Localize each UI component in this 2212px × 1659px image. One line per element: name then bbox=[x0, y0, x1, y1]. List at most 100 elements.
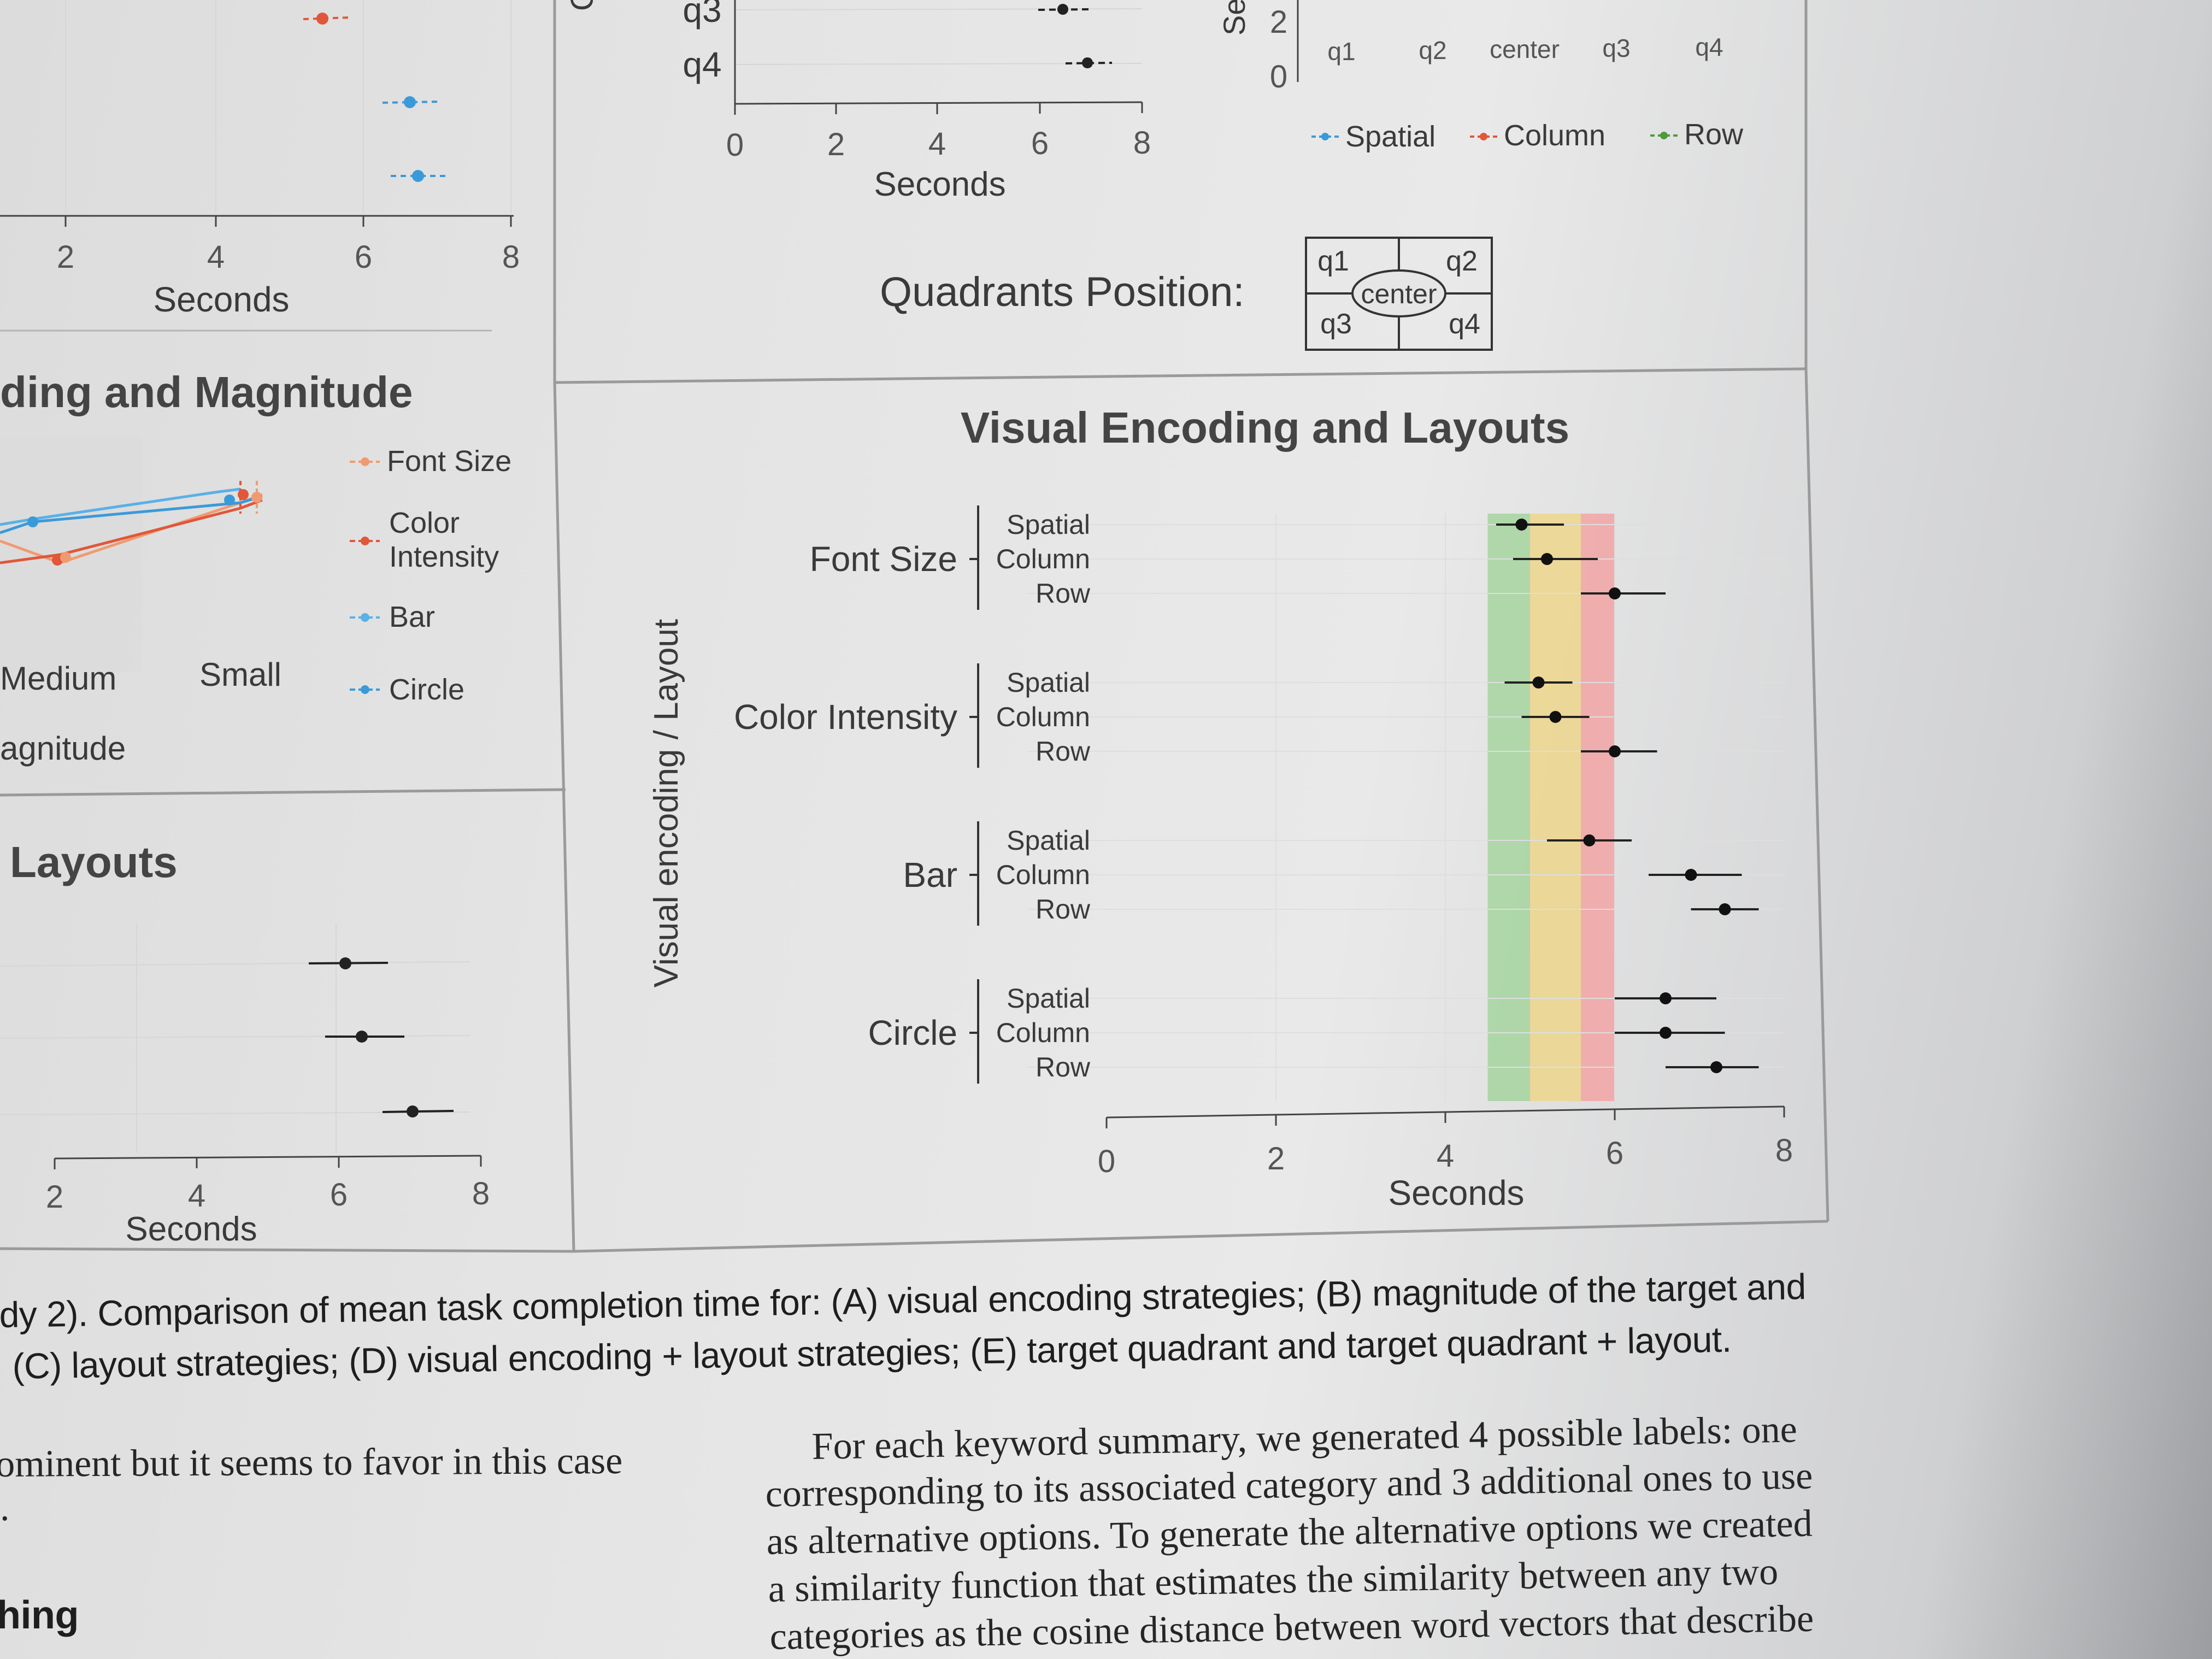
chart-layout-label: Column bbox=[996, 860, 1090, 890]
panel-e-legend-row: Row bbox=[1684, 118, 1744, 151]
chart-layout-label: Row bbox=[1036, 578, 1091, 609]
panel-e-right-x-q1: q1 bbox=[1327, 37, 1355, 66]
left-column-heading: hing bbox=[0, 1593, 79, 1637]
panel-a-gridlines bbox=[65, 0, 511, 213]
chart-band-3 bbox=[1581, 514, 1615, 1101]
chart-visual-encoding-and-layouts: Visual Encoding and Layouts 0 2 4 6 8 Font S… bbox=[648, 403, 1793, 1213]
panel-b-points bbox=[27, 481, 262, 566]
chart-bands bbox=[1487, 514, 1615, 1101]
chart-layout-label: Column bbox=[996, 702, 1090, 732]
panel-e-right-x-q2: q2 bbox=[1419, 36, 1446, 64]
chart-group-brackets bbox=[969, 505, 979, 1084]
panel-e-right-y-tick-0: 0 bbox=[1270, 59, 1287, 95]
left-column-line-2: . bbox=[0, 1487, 10, 1529]
panel-b-legend: Font Size Color Intensity Bar Circle bbox=[350, 445, 511, 706]
chart-x-label: Seconds bbox=[1388, 1173, 1524, 1213]
panel-c-tick-6: 6 bbox=[330, 1177, 348, 1213]
chart-point bbox=[1609, 587, 1621, 599]
panel-e-points bbox=[1038, 4, 1113, 68]
chart-point bbox=[1583, 834, 1596, 846]
chart-group-label: Color Intensity bbox=[734, 697, 957, 737]
chart-x-tick-label: 8 bbox=[1775, 1133, 1793, 1168]
panel-e-right-x-q3: q3 bbox=[1602, 34, 1630, 62]
chart-layout-label: Column bbox=[996, 544, 1090, 574]
chart-point bbox=[1660, 1027, 1672, 1039]
chart-group-label: Font Size bbox=[810, 539, 957, 579]
chart-layout-label: Row bbox=[1036, 894, 1091, 925]
panel-a-ticks bbox=[64, 216, 512, 227]
panel-e-tick-8: 8 bbox=[1133, 125, 1151, 161]
panel-a-tick-8: 8 bbox=[502, 239, 520, 275]
chart-x-axis: 0 2 4 6 8 bbox=[1098, 1105, 1793, 1179]
chart-labels: Font Size Spatial Column Row Color Intensity… bbox=[734, 509, 1091, 1083]
panel-c-gridlines bbox=[0, 923, 470, 1153]
panel-e-category-q3: q3 bbox=[683, 0, 721, 30]
chart-point bbox=[1719, 903, 1731, 915]
panel-c-points bbox=[308, 957, 454, 1117]
panel-b-legend-circle: Circle bbox=[389, 673, 464, 706]
chart-group-label: Circle bbox=[868, 1013, 957, 1052]
chart-point bbox=[1609, 745, 1621, 757]
panel-e-ticks bbox=[734, 102, 1143, 115]
chart-layout-label: Spatial bbox=[1007, 509, 1090, 540]
quadrant-q2: q2 bbox=[1446, 245, 1478, 277]
chart-point bbox=[1532, 676, 1545, 689]
chart-band-1 bbox=[1487, 514, 1530, 1101]
panel-a-tick-6: 6 bbox=[355, 239, 372, 275]
panel-e-tick-6: 6 bbox=[1031, 126, 1049, 161]
chart-point bbox=[1515, 519, 1528, 531]
panel-e-tick-0: 0 bbox=[726, 127, 744, 163]
panel-e-y-label-fragment: Q bbox=[564, 0, 600, 11]
panel-b-title: ding and Magnitude bbox=[0, 368, 413, 416]
quadrants-diagram bbox=[1305, 237, 1493, 351]
panel-e-right-y-label-fragment: Se bbox=[1217, 0, 1251, 36]
panel-b-legend-intensity-word: Intensity bbox=[389, 540, 499, 573]
panel-a-points bbox=[303, 13, 448, 182]
panel-e-right-x-center: center bbox=[1490, 35, 1560, 63]
chart-point bbox=[1710, 1061, 1722, 1073]
quadrant-q4: q4 bbox=[1449, 308, 1480, 340]
panel-c-x-title: Seconds bbox=[125, 1210, 257, 1248]
chart-x-tick-label: 0 bbox=[1098, 1144, 1115, 1179]
panel-e-right-x-q4: q4 bbox=[1695, 33, 1723, 61]
chart-x-tick-label: 4 bbox=[1437, 1138, 1454, 1174]
panel-b-legend-color-word: Color bbox=[389, 507, 460, 539]
panel-e-tick-4: 4 bbox=[928, 126, 946, 162]
chart-point bbox=[1541, 553, 1553, 565]
panel-b-legend-font-size: Font Size bbox=[387, 445, 511, 478]
panel-frames bbox=[0, 0, 1829, 1253]
panel-c-title: Layouts bbox=[10, 838, 178, 886]
panel-e-gridlines bbox=[734, 8, 1143, 65]
chart-title: Visual Encoding and Layouts bbox=[961, 403, 1569, 452]
chart-points bbox=[1496, 519, 1759, 1073]
panel-b-lines bbox=[0, 487, 263, 564]
panel-e-x-title: Seconds bbox=[874, 166, 1005, 203]
panel-b-plot-area bbox=[0, 437, 142, 672]
chart-layout-label: Spatial bbox=[1007, 983, 1090, 1014]
panel-c-tick-2: 2 bbox=[46, 1179, 63, 1215]
panel-b-legend-bar: Bar bbox=[389, 601, 435, 633]
chart-point bbox=[1660, 992, 1672, 1004]
panel-e-legend-column: Column bbox=[1504, 119, 1605, 152]
panel-e-tick-2: 2 bbox=[827, 127, 845, 162]
panel-b-category-medium: Medium bbox=[0, 660, 116, 697]
panel-e-category-q4: q4 bbox=[683, 45, 721, 84]
chart-x-tick-label: 6 bbox=[1606, 1136, 1623, 1171]
quadrant-q3: q3 bbox=[1320, 308, 1352, 340]
panel-c-tick-4: 4 bbox=[188, 1178, 205, 1214]
chart-gridlines bbox=[1027, 514, 1784, 1101]
chart-layout-label: Row bbox=[1036, 1052, 1091, 1083]
panel-b-category-small: Small bbox=[199, 656, 281, 693]
chart-layout-label: Spatial bbox=[1007, 667, 1090, 698]
panel-e-right-legend: Spatial Column Row bbox=[1311, 118, 1744, 153]
panel-e: Q q3 q4 0 2 4 6 8 Seconds Se 2 0 q1 q2 c… bbox=[564, 0, 1744, 351]
panel-e-x-axis bbox=[734, 101, 1143, 105]
panel-a-tick-4: 4 bbox=[207, 239, 225, 275]
left-column-line-1: ominent but it seems to favor in this ca… bbox=[0, 1439, 623, 1485]
panel-b-x-title: agnitude bbox=[0, 730, 126, 767]
chart-point bbox=[1685, 869, 1697, 881]
chart-group-label: Bar bbox=[903, 855, 957, 895]
quadrants-position-title: Quadrants Position: bbox=[880, 269, 1245, 315]
panel-c-ticks bbox=[54, 1156, 482, 1169]
